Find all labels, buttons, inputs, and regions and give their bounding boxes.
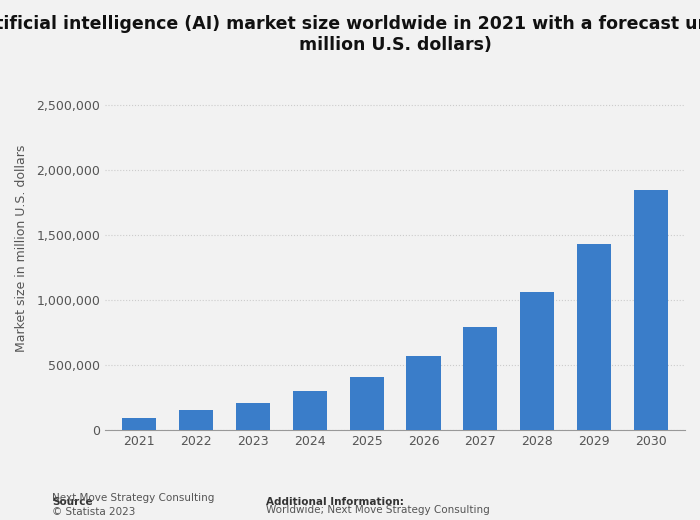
Text: Additional Information:: Additional Information: xyxy=(266,497,404,507)
Bar xyxy=(407,356,440,430)
Bar xyxy=(122,418,156,430)
Text: Source: Source xyxy=(52,497,93,507)
Bar xyxy=(293,391,327,430)
Bar xyxy=(349,377,384,430)
Text: Worldwide; Next Move Strategy Consulting: Worldwide; Next Move Strategy Consulting xyxy=(266,505,490,515)
Bar xyxy=(520,292,554,430)
Text: Next Move Strategy Consulting
© Statista 2023: Next Move Strategy Consulting © Statista… xyxy=(52,493,215,517)
Bar xyxy=(463,327,498,430)
Y-axis label: Market size in million U.S. dollars: Market size in million U.S. dollars xyxy=(15,145,28,352)
Bar xyxy=(634,190,668,430)
Bar xyxy=(577,244,611,430)
Bar xyxy=(236,403,270,430)
Title: Artificial intelligence (AI) market size worldwide in 2021 with a forecast until: Artificial intelligence (AI) market size… xyxy=(0,15,700,54)
Bar xyxy=(179,410,213,430)
